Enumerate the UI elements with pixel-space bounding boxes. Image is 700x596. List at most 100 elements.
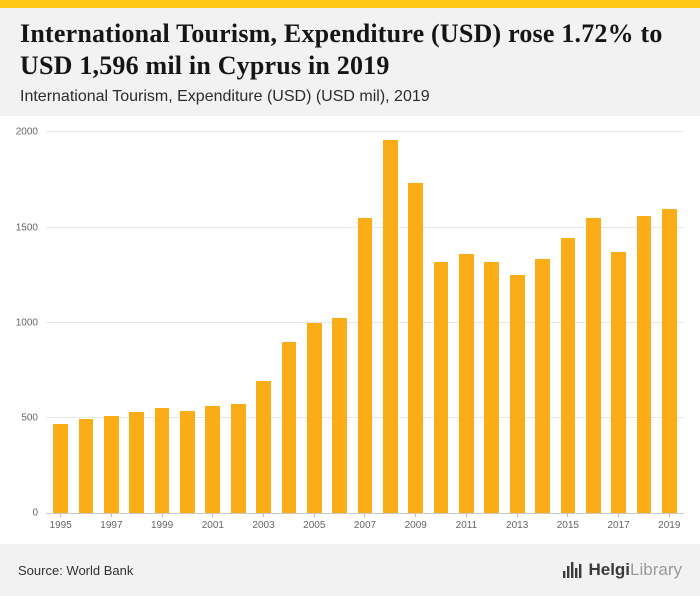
x-slot-2012 — [479, 513, 504, 531]
x-slot-2010 — [428, 513, 453, 531]
x-tick-label-2019: 2019 — [658, 520, 681, 532]
y-tick-label-500: 500 — [21, 412, 38, 424]
x-tick-1995 — [60, 513, 62, 518]
x-tick-label-2003: 2003 — [252, 520, 275, 532]
bar-slot-2009 — [403, 132, 428, 514]
bar-2004 — [281, 342, 297, 514]
bar-slot-2010 — [428, 132, 453, 514]
x-tick-2015 — [567, 513, 569, 518]
logo-text: HelgiLibrary — [588, 560, 682, 580]
x-slot-2004 — [276, 513, 301, 531]
logo-text-light: Library — [630, 560, 682, 580]
bar-2009 — [408, 182, 424, 514]
x-tick-2001 — [212, 513, 214, 518]
bar-slot-2002 — [226, 132, 251, 514]
x-slot-2015: 2015 — [555, 513, 580, 531]
page-title: International Tourism, Expenditure (USD)… — [20, 19, 663, 80]
bar-slot-2008 — [378, 132, 403, 514]
x-slot-2002 — [226, 513, 251, 531]
x-axis: 1995 1997 1999 2001 2003 2005 2007 2009 2011 2013… — [46, 513, 684, 531]
x-tick-2007 — [364, 513, 366, 518]
bar-slot-2014 — [530, 132, 555, 514]
bar-2013 — [509, 275, 525, 514]
brand-strip — [0, 0, 700, 8]
x-slot-1995: 1995 — [48, 513, 73, 531]
x-tick-1997 — [110, 513, 112, 518]
footer: Source: World Bank HelgiLibrary — [0, 544, 700, 596]
x-slot-2000 — [175, 513, 200, 531]
x-tick-2013 — [516, 513, 518, 518]
bar-1996 — [78, 418, 94, 514]
bar-slot-2001 — [200, 132, 225, 514]
bar-slot-2012 — [479, 132, 504, 514]
chart-subtitle: International Tourism, Expenditure (USD)… — [20, 88, 430, 106]
x-tick-2011 — [465, 513, 467, 518]
plot-area: 0 500 1000 1500 2000 1995 1997 1999 2001 2003 200… — [16, 127, 684, 531]
x-slot-2018 — [631, 513, 656, 531]
y-tick-label-1500: 1500 — [15, 222, 38, 234]
x-tick-2003 — [263, 513, 265, 518]
x-tick-label-2005: 2005 — [303, 520, 326, 532]
x-tick-label-1995: 1995 — [49, 520, 72, 532]
x-slot-2013: 2013 — [504, 513, 529, 531]
x-slot-2003: 2003 — [251, 513, 276, 531]
bar-2010 — [433, 261, 449, 514]
bar-2016 — [585, 217, 601, 514]
x-tick-2005 — [313, 513, 315, 518]
logo-bars-icon — [562, 561, 582, 579]
source-text: Source: World Bank — [18, 562, 134, 578]
bar-slot-2000 — [175, 132, 200, 514]
x-slot-2009: 2009 — [403, 513, 428, 531]
bar-2014 — [535, 258, 550, 514]
bar-slot-2003 — [251, 132, 276, 514]
bar-1995 — [53, 423, 69, 514]
x-slot-2011: 2011 — [454, 513, 479, 531]
x-slot-2006 — [327, 513, 352, 531]
x-tick-label-2001: 2001 — [201, 520, 224, 532]
logo-text-bold: Helgi — [588, 560, 631, 580]
bar-1997 — [104, 416, 119, 514]
x-slot-2017: 2017 — [606, 513, 631, 531]
bar-slot-2011 — [454, 132, 479, 514]
bar-2000 — [180, 411, 195, 514]
helgi-library-logo: HelgiLibrary — [562, 560, 682, 580]
bar-2019 — [661, 209, 677, 514]
bar-slot-1997 — [99, 132, 124, 514]
x-tick-label-2009: 2009 — [404, 520, 427, 532]
bar-2008 — [383, 139, 398, 514]
y-tick-label-1000: 1000 — [15, 317, 38, 329]
bar-2006 — [332, 317, 347, 514]
y-tick-label-0: 0 — [32, 507, 38, 519]
bar-slot-2018 — [631, 132, 656, 514]
bar-slot-1999 — [149, 132, 174, 514]
bar-slot-1998 — [124, 132, 149, 514]
x-slot-2007: 2007 — [352, 513, 377, 531]
header: International Tourism, Expenditure (USD)… — [0, 8, 700, 117]
bar-slot-2006 — [327, 132, 352, 514]
bar-slot-1996 — [73, 132, 98, 514]
x-tick-label-2011: 2011 — [455, 520, 478, 532]
bar-2003 — [256, 380, 271, 514]
gridline-2000 — [46, 131, 684, 133]
bar-2002 — [230, 403, 246, 514]
x-slot-2016 — [581, 513, 606, 531]
x-slot-2008 — [378, 513, 403, 531]
bar-2015 — [560, 237, 576, 514]
x-slot-2001: 2001 — [200, 513, 225, 531]
bar-2017 — [611, 252, 626, 514]
bar-2001 — [205, 406, 221, 514]
bar-2011 — [459, 253, 474, 514]
x-tick-label-2013: 2013 — [506, 520, 529, 532]
bar-2007 — [357, 218, 373, 514]
x-slot-2005: 2005 — [302, 513, 327, 531]
bars-container — [46, 132, 684, 514]
x-slot-2019: 2019 — [657, 513, 682, 531]
bar-2018 — [636, 215, 652, 514]
bar-slot-2019 — [657, 132, 682, 514]
bar-2012 — [484, 262, 500, 514]
x-tick-1999 — [161, 513, 163, 518]
bar-slot-2017 — [606, 132, 631, 514]
bar-slot-2005 — [302, 132, 327, 514]
x-tick-label-1999: 1999 — [150, 520, 174, 532]
x-slot-1999: 1999 — [149, 513, 174, 531]
